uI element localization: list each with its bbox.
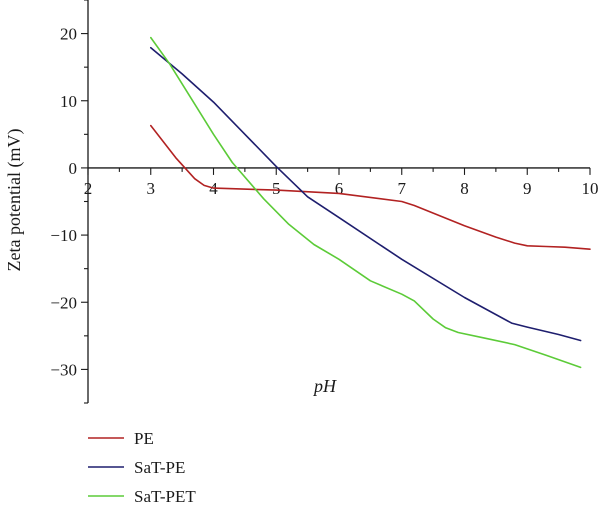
- x-tick-label: 10: [582, 179, 599, 198]
- x-tick-label: 2: [84, 179, 93, 198]
- legend-label-pe: PE: [134, 429, 154, 448]
- x-tick-label: 3: [147, 179, 156, 198]
- y-tick-label: −10: [50, 226, 77, 245]
- x-ticks: 2 3 4 5 6 7 8 9 10: [84, 167, 599, 198]
- series-line-sat-pet: [150, 36, 582, 369]
- y-axis-title: Zeta potential (mV): [4, 129, 25, 272]
- legend-label-sat-pe: SaT-PE: [134, 458, 185, 477]
- legend: PE SaT-PE SaT-PET: [88, 429, 196, 506]
- y-tick-label: 20: [60, 25, 77, 44]
- series-line-pe: [150, 124, 591, 250]
- y-tick-label: −20: [50, 293, 77, 312]
- y-ticks: −30 −20 −10 0 10 20: [50, 0, 88, 404]
- y-tick-label: 10: [60, 92, 77, 111]
- legend-label-sat-pet: SaT-PET: [134, 487, 196, 506]
- series-lines: [150, 36, 591, 369]
- x-tick-label: 7: [398, 179, 407, 198]
- series-line-sat-pe: [150, 46, 582, 342]
- axes: [87, 0, 590, 403]
- y-tick-label: 0: [69, 159, 78, 178]
- x-tick-label: 5: [272, 179, 281, 198]
- y-tick-label: −30: [50, 360, 77, 379]
- x-tick-label: 9: [523, 179, 532, 198]
- x-tick-label: 6: [335, 179, 344, 198]
- x-tick-label: 8: [460, 179, 469, 198]
- x-axis-title: pH: [312, 376, 337, 396]
